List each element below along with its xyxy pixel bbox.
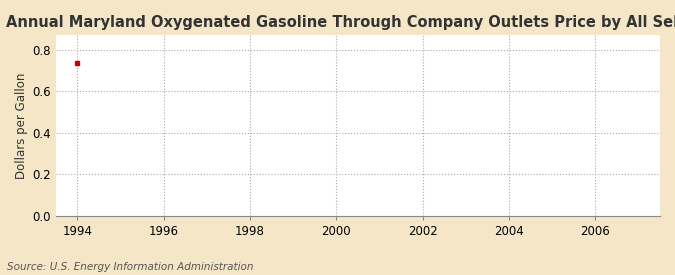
Title: Annual Maryland Oxygenated Gasoline Through Company Outlets Price by All Sellers: Annual Maryland Oxygenated Gasoline Thro… [6, 15, 675, 30]
Text: Source: U.S. Energy Information Administration: Source: U.S. Energy Information Administ… [7, 262, 253, 272]
Y-axis label: Dollars per Gallon: Dollars per Gallon [15, 73, 28, 179]
